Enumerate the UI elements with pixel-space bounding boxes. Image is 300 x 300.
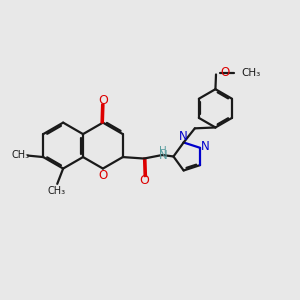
Text: O: O (98, 169, 107, 182)
Text: CH₃: CH₃ (48, 186, 66, 196)
Text: CH₃: CH₃ (11, 150, 29, 160)
Text: O: O (99, 94, 108, 107)
Text: O: O (220, 66, 230, 79)
Text: N: N (201, 140, 210, 153)
Text: O: O (140, 174, 149, 187)
Text: N: N (159, 148, 167, 161)
Text: CH₃: CH₃ (242, 68, 261, 78)
Text: N: N (179, 130, 188, 143)
Text: H: H (159, 146, 167, 156)
